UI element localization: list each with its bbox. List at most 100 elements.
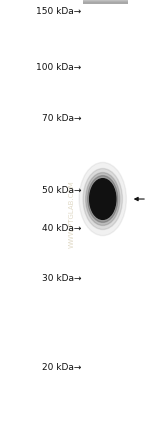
Bar [83, 0, 128, 3]
Bar [83, 1, 128, 3]
Bar [83, 1, 128, 3]
Bar [83, 2, 128, 4]
Bar [83, 2, 128, 4]
Bar [83, 2, 128, 4]
Bar [83, 2, 128, 4]
Bar [83, 1, 128, 3]
Bar [83, 2, 128, 4]
Bar [83, 0, 128, 3]
Bar [83, 0, 128, 3]
Bar [83, 1, 128, 3]
Bar [83, 1, 128, 3]
Bar [83, 2, 128, 4]
Bar [83, 1, 128, 3]
Text: 50 kDa→: 50 kDa→ [42, 186, 82, 195]
Bar [83, 0, 128, 3]
Bar [83, 0, 128, 3]
Bar [83, 1, 128, 3]
Bar [83, 1, 128, 3]
Bar [83, 2, 128, 4]
Bar [83, 1, 128, 3]
Bar [83, 2, 128, 4]
Text: 40 kDa→: 40 kDa→ [42, 224, 82, 234]
Bar [83, 1, 128, 3]
Bar [83, 1, 128, 3]
Bar [83, 0, 128, 3]
Bar [83, 0, 128, 3]
Bar [83, 1, 128, 3]
Bar [83, 2, 128, 4]
Bar [83, 0, 128, 3]
Bar [83, 1, 128, 3]
Bar [83, 1, 128, 3]
Bar [83, 2, 128, 4]
Bar [83, 1, 128, 3]
Bar [83, 2, 128, 4]
Bar [83, 1, 128, 3]
Bar [83, 1, 128, 3]
Bar [83, 0, 128, 2]
Text: 100 kDa→: 100 kDa→ [36, 63, 82, 72]
Bar [83, 1, 128, 3]
Bar [83, 2, 128, 4]
Bar [83, 1, 128, 3]
Bar [83, 1, 128, 3]
Bar [83, 2, 128, 4]
Bar [83, 1, 128, 3]
Bar [83, 1, 128, 3]
Bar [83, 0, 128, 2]
Bar [83, 1, 128, 3]
Bar [83, 1, 128, 3]
Bar [83, 2, 128, 4]
Bar [83, 2, 128, 4]
Bar [83, 1, 128, 3]
Bar [83, 2, 128, 4]
Bar [83, 0, 128, 3]
Bar [83, 0, 128, 3]
Bar [83, 1, 128, 3]
Bar [83, 2, 128, 4]
Bar [83, 2, 128, 4]
Bar [83, 1, 128, 3]
Bar [83, 1, 128, 3]
Bar [83, 0, 128, 3]
Bar [83, 0, 128, 2]
Bar [83, 2, 128, 4]
Bar [83, 1, 128, 3]
Bar [83, 0, 128, 3]
Bar [83, 2, 128, 4]
Bar [83, 1, 128, 3]
Bar [83, 0, 128, 3]
Bar [83, 1, 128, 3]
Bar [83, 2, 128, 4]
Bar [83, 2, 128, 4]
Bar [83, 1, 128, 3]
Bar [83, 1, 128, 3]
Bar [83, 0, 128, 2]
Bar [83, 1, 128, 3]
Bar [83, 0, 128, 3]
Bar [83, 1, 128, 3]
Bar [83, 0, 128, 3]
Bar [83, 0, 128, 2]
Bar [83, 1, 128, 3]
Bar [83, 0, 128, 3]
Bar [83, 1, 128, 3]
Bar [83, 0, 128, 2]
Bar [83, 1, 128, 3]
Bar [83, 0, 128, 3]
Bar [83, 2, 128, 4]
Bar [83, 1, 128, 3]
Bar [83, 2, 128, 4]
Bar [83, 2, 128, 4]
Bar [83, 0, 128, 3]
Bar [83, 0, 128, 3]
Bar [83, 2, 128, 4]
Bar [83, 0, 128, 3]
Bar [83, 1, 128, 3]
Bar [83, 0, 128, 3]
Bar [83, 0, 128, 3]
Text: 30 kDa→: 30 kDa→ [42, 273, 82, 283]
Bar [83, 1, 128, 3]
Bar [83, 1, 128, 3]
